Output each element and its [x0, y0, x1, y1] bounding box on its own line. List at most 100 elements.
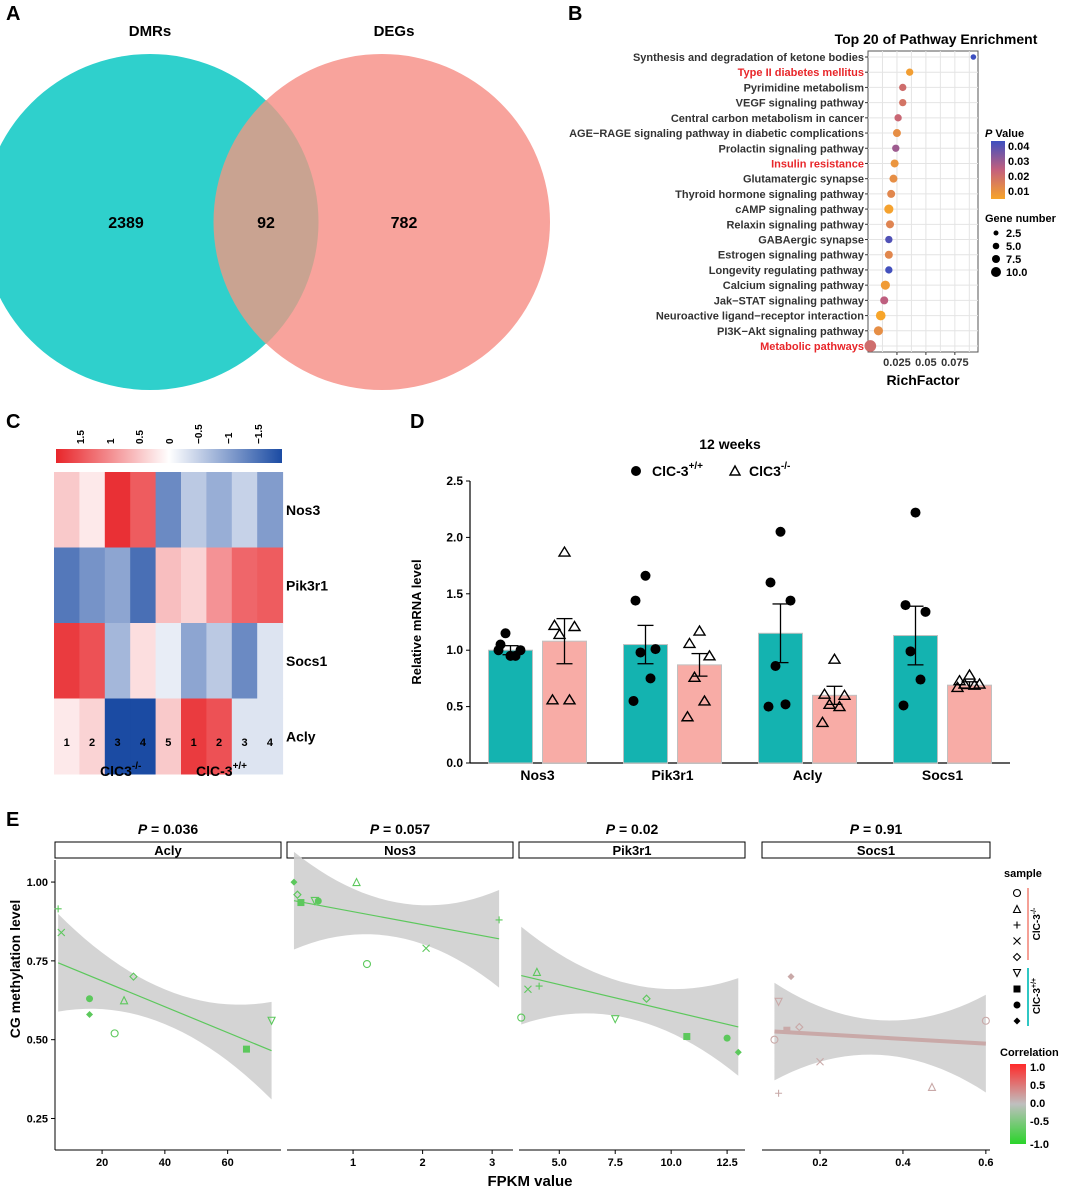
data-point-knockout — [687, 670, 702, 682]
corr-tick-0: 1.0 — [1030, 1062, 1045, 1074]
facet-strip — [761, 841, 991, 859]
heatmap-cell — [155, 547, 182, 624]
gene-legend-dot-4 — [991, 267, 1001, 277]
pathway-dot — [894, 114, 902, 122]
data-point-wildtype — [500, 628, 511, 639]
venn-count-dmrs: 2389 — [108, 215, 144, 232]
facet-p-value: P = 0.036 — [138, 821, 199, 837]
corr-tick-1: 0.5 — [1030, 1080, 1045, 1092]
heatmap-scale-tick: −1.5 — [254, 424, 265, 444]
data-point-knockout — [562, 693, 577, 705]
data-point-wildtype — [763, 701, 774, 712]
regression-line — [293, 900, 500, 940]
pathway-label: Longevity regulating pathway — [709, 265, 865, 277]
venn-set-label-degs: DEGs — [374, 23, 415, 40]
corr-tick-3: -0.5 — [1030, 1116, 1049, 1128]
heatmap-col-label: 3 — [241, 737, 247, 749]
data-point-knockout — [962, 668, 977, 680]
pathway-dot — [873, 326, 883, 336]
heatmap-cells — [54, 472, 284, 775]
gene-legend-dot-3 — [992, 255, 1000, 263]
regression-line — [521, 975, 739, 1028]
gene-legend-dot-2 — [992, 242, 1000, 250]
data-point-knockout — [815, 716, 830, 728]
sample-point — [734, 1048, 742, 1056]
data-point-knockout — [680, 710, 695, 722]
facet-pik3r1: P = 0.02 Pik3r1 5.0 7.5 10.0 12.5 — [517, 821, 746, 1169]
facet-x-tick-label: 0.2 — [812, 1157, 827, 1169]
heatmap-cell — [181, 547, 207, 624]
data-point-knockout — [827, 652, 842, 664]
heatmap-group-wildtype: ClC-3+/+ — [196, 761, 247, 779]
sample-point — [242, 1045, 250, 1053]
bar-category-label: Pik3r1 — [651, 767, 693, 783]
panel-label-e: E — [6, 809, 19, 831]
regression-line — [57, 962, 272, 1052]
facet-x-tick-label: 2 — [420, 1157, 426, 1169]
facet-x-tick-label: 7.5 — [608, 1157, 623, 1169]
heatmap-col-label: 2 — [216, 737, 222, 749]
facet-strip-label: Socs1 — [857, 843, 895, 858]
data-point-wildtype — [775, 526, 786, 537]
bar-category-label: Nos3 — [520, 767, 554, 783]
pathway-label: Central carbon metabolism in cancer — [671, 113, 865, 125]
pathway-label: Insulin resistance — [771, 158, 864, 170]
pathway-dot — [890, 159, 899, 168]
pathway-dot — [899, 98, 907, 107]
data-point-knockout — [957, 677, 972, 689]
pathway-dot — [970, 54, 977, 60]
bar — [947, 684, 992, 764]
heatmap-cell — [257, 547, 284, 624]
data-point-knockout — [692, 624, 707, 636]
pathway-plot-area — [867, 50, 979, 353]
heatmap-row-label: Pik3r1 — [286, 577, 328, 593]
facet-x-tick-label: 5.0 — [552, 1157, 567, 1169]
facet-x-tick-label: 60 — [222, 1157, 234, 1169]
heatmap-cell — [155, 623, 182, 699]
data-point-knockout — [682, 637, 697, 649]
venn-circle-degs — [214, 54, 550, 390]
correlation-legend-title: Correlation — [1000, 1047, 1059, 1059]
heatmap-col-label: 4 — [267, 737, 274, 749]
data-point-wildtype — [630, 595, 641, 606]
facet-acly: P = 0.036 Acly 20 40 60 — [54, 821, 282, 1169]
pathway-label: Synthesis and degradation of ketone bodi… — [633, 52, 864, 64]
data-point-wildtype — [650, 644, 661, 655]
heatmap-cell — [104, 472, 131, 548]
sample-point — [86, 995, 94, 1003]
pathway-label: AGE−RAGE signaling pathway in diabetic c… — [569, 128, 864, 140]
sample-point — [119, 995, 129, 1005]
pathway-xtick-label: 0.05 — [915, 357, 936, 369]
heatmap-cell — [206, 472, 233, 548]
legend-shape-square — [1013, 985, 1021, 993]
facet-x-tick-label: 3 — [489, 1157, 495, 1169]
pathway-dot — [885, 235, 893, 244]
facet-strip-label: Acly — [154, 843, 182, 858]
gene-legend-tick-2: 7.5 — [1006, 254, 1021, 266]
heatmap-group-knockout: ClC3-/- — [100, 761, 141, 779]
heatmap-cell — [206, 623, 233, 699]
heatmap-cell — [130, 472, 157, 548]
data-point-knockout — [545, 693, 560, 705]
data-point-wildtype — [645, 673, 656, 684]
data-point-knockout — [817, 687, 832, 699]
sample-group-knockout: ClC-3-/- — [1031, 907, 1043, 940]
sample-point — [314, 897, 322, 905]
pathway-dot — [880, 280, 890, 290]
heatmap-cell — [104, 547, 131, 624]
heatmap-cell — [104, 698, 131, 775]
pathway-label: Relaxin signaling pathway — [726, 219, 864, 231]
heatmap-cell — [54, 698, 80, 775]
pathway-dot — [889, 174, 898, 183]
sample-point — [422, 944, 430, 953]
facet-y-tick-label: 1.00 — [27, 877, 48, 889]
sample-point — [129, 972, 138, 981]
sample-legend-title: sample — [1004, 868, 1042, 880]
heatmap-col-label: 1 — [64, 737, 70, 749]
sample-point — [787, 973, 795, 981]
pathway-label: Pyrimidine metabolism — [744, 82, 865, 94]
facet-strip — [54, 841, 282, 859]
panel-label-b: B — [568, 3, 582, 25]
sample-point — [610, 1015, 620, 1024]
